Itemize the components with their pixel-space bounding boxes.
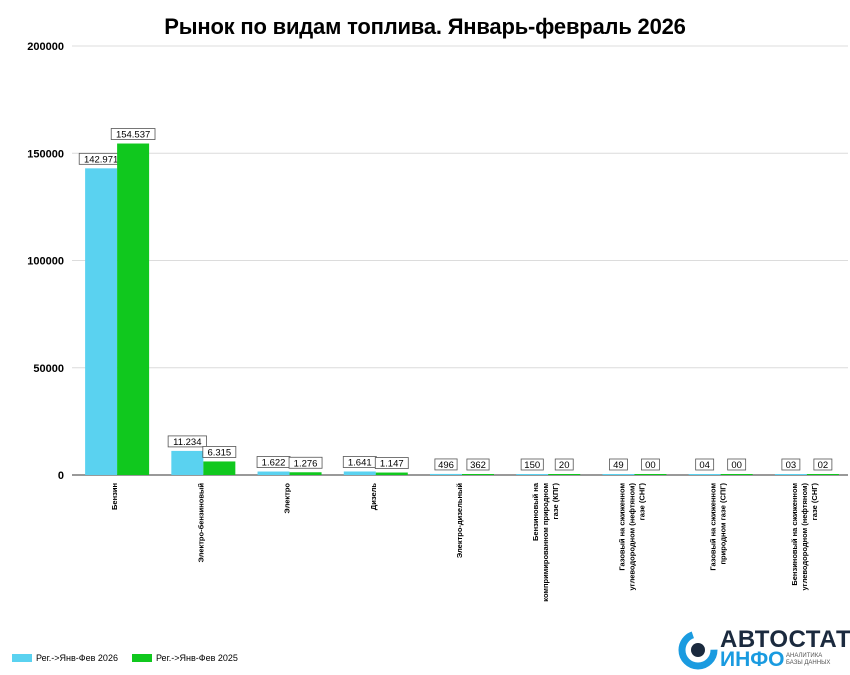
bar xyxy=(203,461,236,475)
data-label: 11.234 xyxy=(173,437,201,448)
data-label: 6.315 xyxy=(207,447,231,458)
legend-swatch-2025 xyxy=(131,654,152,662)
y-tick-label: 50000 xyxy=(33,363,64,375)
avtostat-logo: АВТОСТАТ ИНФО АНАЛИТИКА БАЗЫ ДАННЫХ xyxy=(678,626,850,672)
logo-emblem-icon xyxy=(678,630,718,670)
x-tick-label: Газовый на сжиженномуглеводородном (нефт… xyxy=(617,483,646,591)
bar xyxy=(720,474,753,475)
x-tick-label: Электро-дизельный xyxy=(455,483,464,559)
y-tick-label: 100000 xyxy=(27,256,64,268)
data-label: 02 xyxy=(818,460,829,471)
bar xyxy=(375,472,408,475)
data-label-box xyxy=(520,458,544,471)
legend-label-2026: Рег.->Янв-Фев 2026 xyxy=(36,653,118,663)
data-label-box xyxy=(466,458,490,471)
x-tick-label: Электро-бензиновый xyxy=(196,483,205,563)
data-label-box xyxy=(202,446,237,458)
x-tick-label: Бензиновый накомпримированном природномг… xyxy=(531,482,560,602)
bar xyxy=(430,473,462,475)
bar xyxy=(171,450,204,475)
bar xyxy=(548,474,581,475)
bar xyxy=(516,474,549,475)
y-tick-label: 0 xyxy=(58,470,64,482)
bar xyxy=(602,474,635,475)
x-tick-label: Электро xyxy=(283,483,292,514)
x-tick-label: Газовый на сжиженномприродном газе (СПГ) xyxy=(709,482,728,570)
data-label-box xyxy=(288,456,323,469)
bar xyxy=(462,474,494,475)
bar xyxy=(688,474,721,475)
data-label-box xyxy=(695,458,715,471)
y-tick-label: 150000 xyxy=(27,148,64,160)
legend-label-2025: Рег.->Янв-Фев 2025 xyxy=(155,653,238,663)
bar xyxy=(289,472,322,475)
bar xyxy=(806,474,839,475)
x-tick-label: Дизель xyxy=(369,483,378,511)
y-tick-label: 200000 xyxy=(27,41,64,53)
data-label: 150 xyxy=(524,460,540,471)
bar xyxy=(343,471,376,475)
legend-item-2025[interactable]: Рег.->Янв-Фев 2025 xyxy=(131,653,238,663)
data-label: 1.276 xyxy=(294,458,318,469)
data-label-box xyxy=(110,128,156,140)
bar xyxy=(257,471,290,475)
logo-top-word: АВТОСТАТ xyxy=(720,626,850,653)
data-label-box xyxy=(781,458,801,471)
data-label: 00 xyxy=(731,460,742,471)
data-label: 362 xyxy=(470,460,486,471)
bar xyxy=(117,143,150,475)
data-label-box xyxy=(554,458,574,471)
x-tick-label: Бензиновый на сжиженномуглеводородном (н… xyxy=(790,483,819,591)
data-label: 04 xyxy=(699,460,710,471)
bar xyxy=(634,474,667,475)
data-label: 1.147 xyxy=(380,459,404,470)
x-tick-label: Бензин xyxy=(110,483,119,510)
logo-subtitle: АНАЛИТИКА БАЗЫ ДАННЫХ xyxy=(786,653,831,666)
legend: Рег.->Янв-Фев 2026 Рег.->Янв-Фев 2025 xyxy=(12,653,252,663)
data-label-box xyxy=(434,458,458,471)
data-label: 1.641 xyxy=(348,457,372,468)
data-label: 00 xyxy=(645,460,656,471)
bar xyxy=(774,474,807,475)
data-label-box xyxy=(374,457,409,469)
data-label: 49 xyxy=(613,460,624,471)
data-label-box xyxy=(609,458,628,471)
data-label: 142.971 xyxy=(84,154,118,165)
data-label: 154.537 xyxy=(116,130,150,141)
bar-chart: 050000100000150000200000142.971154.537Бе… xyxy=(27,41,848,602)
data-label: 1.622 xyxy=(262,458,286,469)
legend-swatch-2026 xyxy=(12,654,32,662)
data-label-box xyxy=(813,458,833,471)
legend-item-2026[interactable]: Рег.->Янв-Фев 2026 xyxy=(12,653,118,663)
data-label: 496 xyxy=(438,460,454,471)
data-label-box xyxy=(727,458,747,471)
logo-bottom-word: ИНФО xyxy=(720,648,785,671)
bar xyxy=(85,168,118,475)
data-label-box xyxy=(167,435,207,448)
data-label: 03 xyxy=(786,460,797,471)
data-label-box xyxy=(641,458,660,471)
chart-title: Рынок по видам топлива. Январь-февраль 2… xyxy=(164,14,686,39)
data-label: 20 xyxy=(559,460,570,471)
